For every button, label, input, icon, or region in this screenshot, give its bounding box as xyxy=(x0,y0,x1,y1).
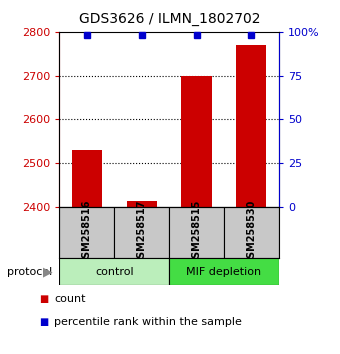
Text: GSM258515: GSM258515 xyxy=(191,200,202,266)
Bar xyxy=(182,76,211,207)
Bar xyxy=(224,207,279,258)
Text: count: count xyxy=(54,294,86,304)
Text: ■: ■ xyxy=(39,317,49,327)
Bar xyxy=(169,207,224,258)
Text: MIF depletion: MIF depletion xyxy=(186,267,261,277)
Bar xyxy=(127,201,157,207)
Text: ▶: ▶ xyxy=(43,265,53,278)
Bar xyxy=(236,45,267,207)
Text: GSM258530: GSM258530 xyxy=(246,200,256,266)
Bar xyxy=(114,207,169,258)
Bar xyxy=(59,207,114,258)
Text: ■: ■ xyxy=(39,294,49,304)
Text: GSM258516: GSM258516 xyxy=(82,200,92,266)
Bar xyxy=(72,150,102,207)
Text: protocol: protocol xyxy=(7,267,52,277)
Text: control: control xyxy=(95,267,134,277)
Bar xyxy=(169,258,279,285)
Text: percentile rank within the sample: percentile rank within the sample xyxy=(54,317,242,327)
Bar xyxy=(59,258,169,285)
Text: GDS3626 / ILMN_1802702: GDS3626 / ILMN_1802702 xyxy=(79,12,261,27)
Text: GSM258517: GSM258517 xyxy=(137,200,147,266)
